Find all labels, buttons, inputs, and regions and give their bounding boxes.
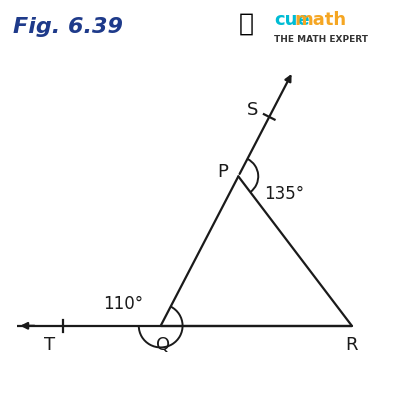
- Text: cue: cue: [274, 11, 310, 29]
- Text: 🚀: 🚀: [238, 11, 253, 35]
- Text: 135°: 135°: [264, 185, 304, 203]
- Text: S: S: [247, 101, 258, 119]
- Text: Fig. 6.39: Fig. 6.39: [13, 17, 124, 37]
- Text: math: math: [294, 11, 346, 29]
- Text: THE MATH EXPERT: THE MATH EXPERT: [274, 35, 368, 44]
- Text: 110°: 110°: [103, 295, 143, 313]
- Text: T: T: [44, 336, 55, 354]
- Text: Q: Q: [156, 336, 170, 354]
- Text: R: R: [346, 336, 358, 354]
- Text: P: P: [217, 164, 229, 181]
